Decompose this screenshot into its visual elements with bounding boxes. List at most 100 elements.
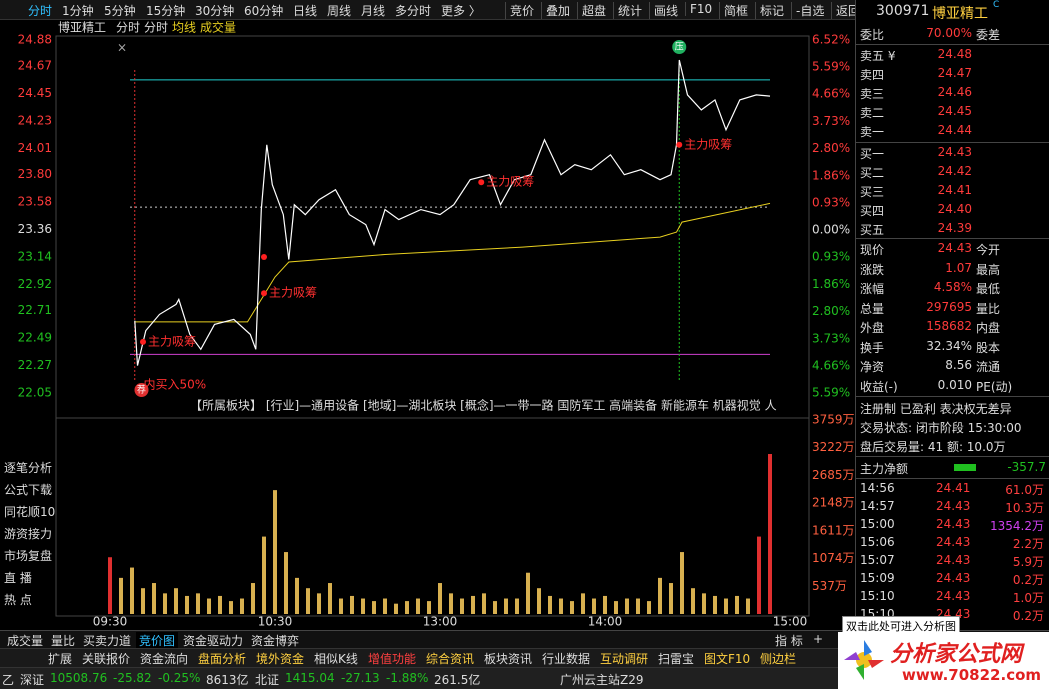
tick-amount: 0.2万 <box>1012 609 1044 623</box>
stock-name: 博亚精工 <box>932 6 988 22</box>
toolbar-button[interactable]: 竞价 <box>505 2 538 19</box>
volume-bar <box>438 583 442 614</box>
close-button: × <box>117 41 127 55</box>
y2-tick-label: 1.86% <box>812 277 850 291</box>
row-label: 总量 <box>860 301 885 316</box>
function-button[interactable]: 扫雷宝 <box>658 652 695 666</box>
side-menu-item[interactable]: 公式下载 <box>4 483 53 497</box>
function-button[interactable]: 盘面分析 <box>198 652 247 666</box>
row-value: 24.45 <box>937 104 972 118</box>
function-button[interactable]: 互动调研 <box>600 652 649 666</box>
row-value: 24.42 <box>937 164 972 178</box>
toolbar-tab[interactable]: 5分钟 <box>104 4 136 18</box>
toolbar-tab[interactable]: 周线 <box>327 4 352 18</box>
indicator-tab[interactable]: 量比 <box>51 634 76 648</box>
function-button[interactable]: 图文F10 <box>704 652 751 666</box>
toolbar-tab[interactable]: 更多 〉 <box>441 4 481 18</box>
row-label: 买一 <box>860 147 885 161</box>
side-menu-item[interactable]: 热 点 <box>4 593 32 607</box>
indicator-tab[interactable]: 资金博弈 <box>251 634 300 648</box>
price-line <box>134 59 771 366</box>
row-value: 24.47 <box>937 66 972 80</box>
toolbar-button[interactable]: 叠加 <box>541 2 574 19</box>
toolbar-button[interactable]: 统计 <box>613 2 646 19</box>
toolbar-button[interactable]: 简框 <box>719 2 752 19</box>
trade-state: 交易状态: 闭市阶段 15:30:00 <box>860 421 1022 435</box>
toolbar-button[interactable]: 返回 <box>831 2 864 19</box>
indicator-tab[interactable]: 资金驱动力 <box>183 634 244 648</box>
separator <box>856 456 1049 457</box>
toolbar-tab[interactable]: 分时 <box>28 4 53 18</box>
vol-tick-label: 1611万 <box>812 523 855 537</box>
volume-bar <box>130 567 134 614</box>
indicator-tab[interactable]: 竞价图 <box>136 632 179 649</box>
volume-bar <box>647 601 651 614</box>
toolbar-tab[interactable]: 15分钟 <box>146 4 186 18</box>
row-value: 8.56 <box>945 358 972 372</box>
x-tick-label: 10:30 <box>258 615 293 629</box>
indicator-button[interactable]: 指 标 <box>775 634 803 648</box>
y2-tick-label: 6.52% <box>812 33 850 47</box>
function-button[interactable]: 板块资讯 <box>484 652 533 666</box>
function-button[interactable]: 境外资金 <box>256 652 305 666</box>
x-tick-label: 15:00 <box>773 615 808 629</box>
toolbar: 分时 1分钟 5分钟 15分钟 30分钟 60分钟 日线 周线 月线 多分时 更多 〉 竞价 叠加 超盘统… <box>0 0 860 20</box>
indicator-button[interactable]: + <box>813 632 824 646</box>
y2-tick-label: 3.73% <box>812 331 850 345</box>
y-tick-label: 22.27 <box>18 358 52 372</box>
function-button[interactable]: 扩展 <box>48 652 73 666</box>
toolbar-tab[interactable]: 多分时 <box>395 4 432 18</box>
separator <box>856 44 1049 45</box>
status-item: 10508.76 <box>50 671 108 685</box>
stock-code: 300971 <box>876 3 930 19</box>
function-button[interactable]: 行业数据 <box>542 652 591 666</box>
avg-legend: 均线 <box>172 21 196 35</box>
function-button[interactable]: 相似K线 <box>314 652 358 666</box>
toolbar-tab[interactable]: 日线 <box>293 4 318 18</box>
volume-bar <box>746 598 750 614</box>
toolbar-button[interactable]: -自选 <box>791 2 828 19</box>
row-value: 24.39 <box>937 221 972 235</box>
indicator-tab[interactable]: 买卖力道 <box>83 634 132 648</box>
side-menu-item[interactable]: 游资接力 <box>4 527 53 541</box>
function-button[interactable]: 增值功能 <box>368 652 417 666</box>
status-item: -27.13 <box>341 671 380 685</box>
toolbar-button[interactable]: 标记 <box>755 2 788 19</box>
row-label: 净资 <box>860 360 885 374</box>
toolbar-button[interactable]: 超盘 <box>577 2 610 19</box>
toolbar-tab[interactable]: 月线 <box>361 4 386 18</box>
row-label: 买二 <box>860 166 885 180</box>
indicator-tab[interactable]: 成交量 <box>7 634 44 648</box>
row-label: 卖三 <box>860 87 885 101</box>
side-menu-item[interactable]: 同花顺10 <box>4 505 56 519</box>
status-item: 乙 <box>2 673 15 687</box>
y2-tick-label: 4.66% <box>812 87 850 101</box>
row-value: 1.07 <box>945 260 972 275</box>
toolbar-tab[interactable]: 1分钟 <box>62 4 94 18</box>
toolbar-button[interactable]: F10 <box>685 2 716 16</box>
toolbar-tab[interactable]: 60分钟 <box>244 4 284 18</box>
y2-tick-label: 3.73% <box>812 114 850 128</box>
volume-bar <box>372 601 376 614</box>
y2-tick-label: 2.80% <box>812 304 850 318</box>
toolbar-tab[interactable]: 30分钟 <box>195 4 235 18</box>
tick-time: 14:56 <box>860 481 895 495</box>
function-button[interactable]: 综合资讯 <box>426 652 475 666</box>
volume-bar <box>493 601 497 614</box>
function-button[interactable]: 关联报价 <box>82 652 131 666</box>
row-label: 涨幅 <box>860 282 885 296</box>
row-label: 量比 <box>976 301 1001 316</box>
function-button[interactable]: 资金流向 <box>140 652 189 666</box>
side-menu-item[interactable]: 市场复盘 <box>4 549 53 563</box>
toolbar-button[interactable]: 画线 <box>649 2 682 19</box>
tick-amount: 0.2万 <box>1012 573 1044 587</box>
row-value: 32.34% <box>926 338 972 353</box>
volume-bar <box>295 577 299 614</box>
side-menu-item[interactable]: 逐笔分析 <box>4 461 53 475</box>
y-tick-label: 22.71 <box>18 303 52 317</box>
volume-bar <box>196 593 200 614</box>
volume-bar <box>559 598 563 614</box>
side-menu-item[interactable]: 直 播 <box>4 571 32 585</box>
row-label: 卖二 <box>860 106 885 120</box>
function-button[interactable]: 侧边栏 <box>760 652 797 666</box>
